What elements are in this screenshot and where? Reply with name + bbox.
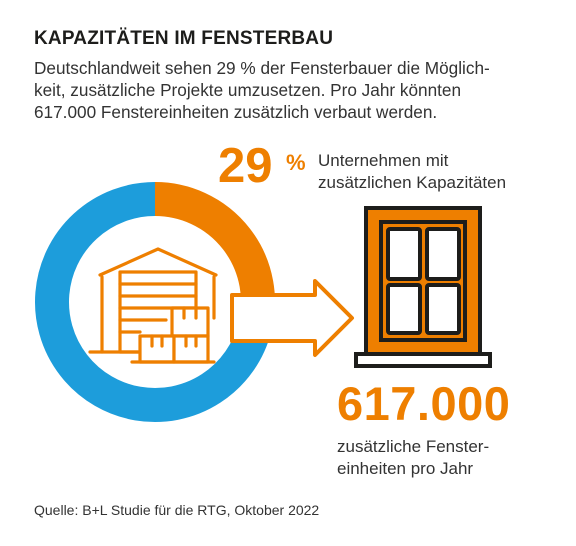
units-label-line: zusätzliche Fenster- <box>337 437 490 456</box>
share-label-line: zusätzlichen Kapazitäten <box>318 173 507 192</box>
units-value: 617.000 <box>337 377 511 430</box>
intro-text: Deutschlandweit sehen 29 % der Fensterba… <box>34 57 554 123</box>
share-value: 29 <box>218 139 273 193</box>
arrow-right-icon <box>230 279 354 357</box>
intro-line: Deutschlandweit sehen 29 % der Fensterba… <box>34 58 490 78</box>
page-title: KAPAZITÄTEN IM FENSTERBAU <box>34 28 334 49</box>
warehouse-icon <box>88 247 218 364</box>
intro-line: keit, zusätzliche Projekte umzusetzen. P… <box>34 80 462 100</box>
source-note: Quelle: B+L Studie für die RTG, Oktober … <box>34 502 320 518</box>
donut-chart <box>35 182 275 422</box>
intro-line: 617.000 Fenstereinheiten zusätzlich verb… <box>34 102 438 122</box>
share-label: Unternehmen mit zusätzlichen Kapazitäten <box>318 150 506 194</box>
units-label: zusätzliche Fenster- einheiten pro Jahr <box>337 436 489 480</box>
donut-slice-1 <box>35 182 272 422</box>
share-unit: % <box>286 150 306 175</box>
share-label-line: Unternehmen mit <box>318 151 449 170</box>
window-icon <box>354 206 492 368</box>
units-label-line: einheiten pro Jahr <box>337 459 474 478</box>
